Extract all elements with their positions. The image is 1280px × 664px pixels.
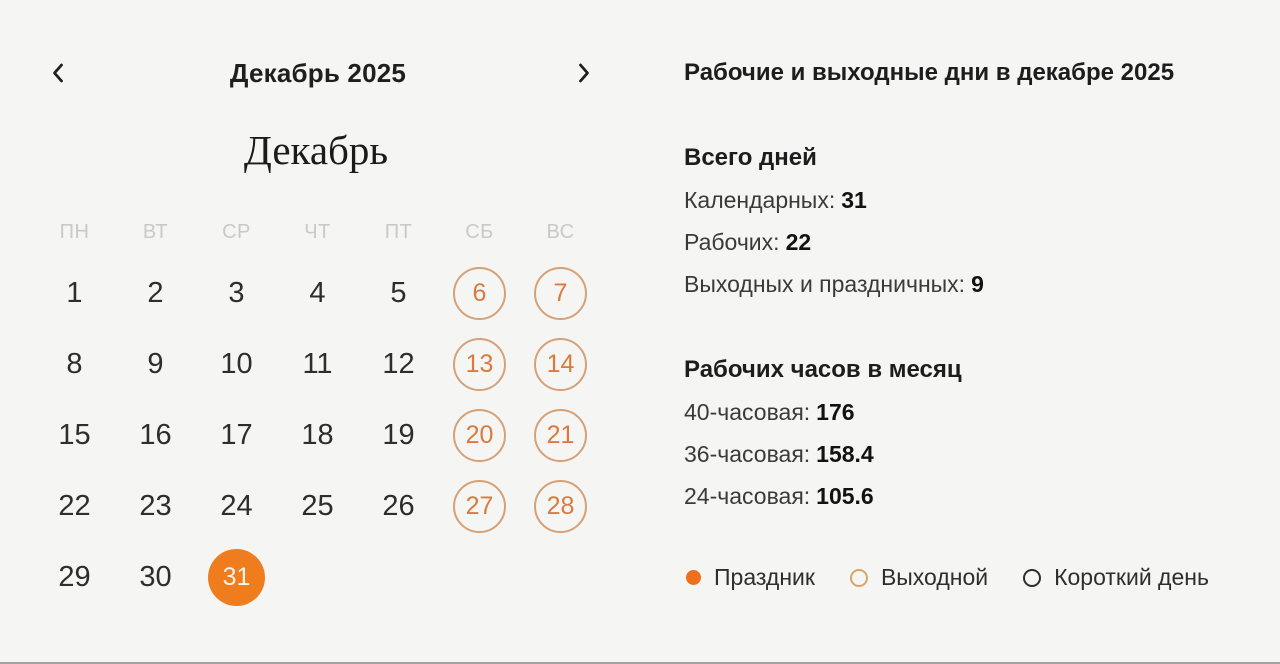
day-cell: 3 — [228, 277, 245, 309]
prev-month-button[interactable] — [40, 56, 76, 92]
day-cell: 10 — [220, 348, 253, 380]
day-cell: 29 — [58, 561, 91, 593]
working-hours-block: Рабочих часов в месяц 40-часовая: 176 36-ч… — [684, 349, 962, 517]
calendar-grid: ПН ВТ СР ЧТ ПТ СБ ВС 1 2 3 4 5 6 7 8 9 10 11 12 13 14 15 16 17 1… — [34, 206, 601, 613]
stat-label: 36-часовая: — [684, 441, 811, 467]
day-header: ВС — [546, 220, 575, 243]
stat-value: 105.6 — [816, 483, 874, 509]
day-cell: 6 — [439, 258, 520, 329]
filled-orange-dot-icon — [686, 570, 701, 585]
stat-label: 40-часовая: — [684, 399, 811, 425]
day-cell: 26 — [382, 490, 415, 522]
day-cell: 31 — [196, 542, 277, 613]
day-cell: 5 — [390, 277, 407, 309]
legend-label: Короткий день — [1054, 564, 1209, 590]
stat-label: 24-часовая: — [684, 483, 811, 509]
stat-label: Рабочих: — [684, 229, 780, 255]
weekend-day: 7 — [534, 267, 587, 320]
legend-item-holiday: Праздник — [686, 564, 815, 591]
day-cell: 7 — [520, 258, 601, 329]
day-cell: 17 — [220, 419, 253, 451]
day-header: ВТ — [142, 220, 169, 243]
stat-line: Выходных и праздничных: 9 — [684, 263, 984, 305]
stat-value: 158.4 — [816, 441, 874, 467]
dark-outline-circle-icon — [1023, 568, 1042, 587]
day-cell: 12 — [382, 348, 415, 380]
legend: Праздник Выходной Короткий день — [686, 564, 1209, 591]
day-cell: 20 — [439, 400, 520, 471]
day-cell: 2 — [147, 277, 164, 309]
day-cell: 27 — [439, 471, 520, 542]
weekend-day: 21 — [534, 409, 587, 462]
day-cell: 14 — [520, 329, 601, 400]
stat-value: 9 — [971, 271, 984, 297]
panel-title: Рабочие и выходные дни в декабре 2025 — [684, 59, 1175, 86]
orange-outline-circle-icon — [849, 568, 868, 587]
day-cell: 9 — [147, 348, 164, 380]
day-cell: 16 — [139, 419, 172, 451]
day-cell: 11 — [302, 348, 333, 380]
weekend-day: 20 — [453, 409, 506, 462]
total-days-block: Всего дней Календарных: 31 Рабочих: 22 Выход… — [684, 137, 984, 305]
day-cell: 23 — [139, 490, 172, 522]
holiday-day: 31 — [208, 549, 265, 606]
stat-label: Календарных: — [684, 187, 836, 213]
legend-item-weekend: Выходной — [849, 564, 989, 591]
month-title: Декабрь — [243, 127, 389, 173]
stat-label: Выходных и праздничных: — [684, 271, 966, 297]
weekend-day: 14 — [534, 338, 587, 391]
day-cell: 28 — [520, 471, 601, 542]
legend-label: Праздник — [714, 564, 815, 590]
day-cell: 30 — [139, 561, 172, 593]
weekend-day: 28 — [534, 480, 587, 533]
chevron-left-icon — [47, 60, 69, 89]
legend-item-short-day: Короткий день — [1023, 564, 1209, 591]
weekend-day: 6 — [453, 267, 506, 320]
legend-label: Выходной — [880, 564, 989, 590]
stat-line: Рабочих: 22 — [684, 221, 984, 263]
day-cell: 1 — [66, 277, 83, 309]
stat-value: 22 — [785, 229, 812, 255]
day-header: СР — [222, 220, 251, 243]
bottom-edge-line — [0, 662, 1280, 664]
day-cell: 25 — [301, 490, 334, 522]
total-days-heading: Всего дней — [684, 144, 817, 171]
day-header: ЧТ — [304, 220, 331, 243]
calendar-month-year: Декабрь 2025 — [229, 58, 407, 88]
day-header: ПТ — [384, 220, 413, 243]
day-header: ПН — [59, 220, 90, 243]
day-cell: 22 — [58, 490, 91, 522]
stat-line: 24-часовая: 105.6 — [684, 475, 962, 517]
day-cell: 4 — [309, 277, 326, 309]
stat-line: 40-часовая: 176 — [684, 391, 962, 433]
day-cell: 24 — [220, 490, 253, 522]
chevron-right-icon — [573, 60, 595, 89]
day-cell: 13 — [439, 329, 520, 400]
day-cell: 15 — [58, 419, 91, 451]
stat-value: 31 — [841, 187, 867, 213]
weekend-day: 27 — [453, 480, 506, 533]
stat-line: 36-часовая: 158.4 — [684, 433, 962, 475]
day-cell: 18 — [301, 419, 334, 451]
next-month-button[interactable] — [566, 56, 602, 92]
day-cell: 8 — [66, 348, 83, 380]
day-cell: 21 — [520, 400, 601, 471]
working-hours-heading: Рабочих часов в месяц — [684, 356, 962, 383]
day-cell: 19 — [382, 419, 415, 451]
stat-line: Календарных: 31 — [684, 179, 984, 221]
stat-value: 176 — [816, 399, 855, 425]
day-header: СБ — [465, 220, 494, 243]
weekend-day: 13 — [453, 338, 506, 391]
